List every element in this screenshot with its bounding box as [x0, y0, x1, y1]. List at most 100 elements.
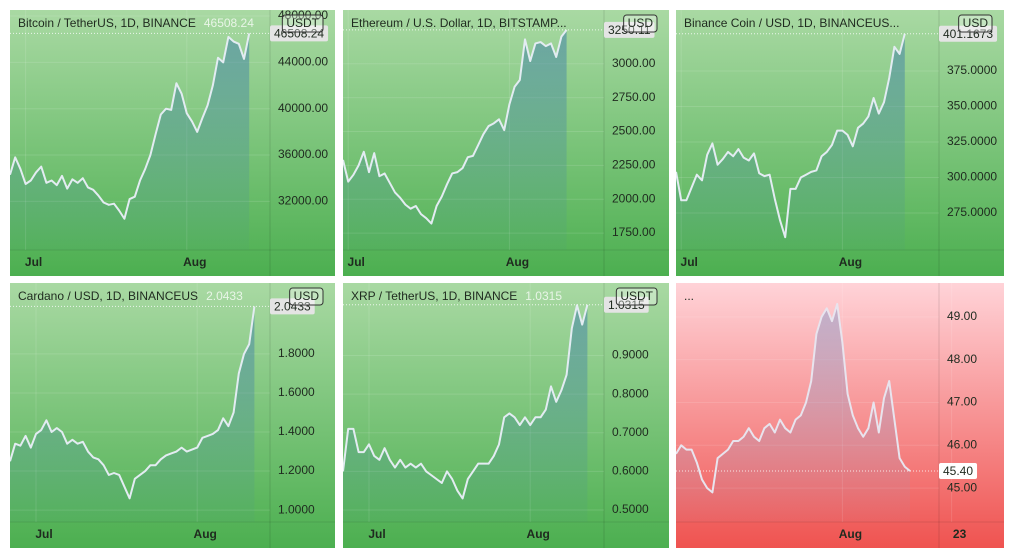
y-tick-label: 1.8000: [278, 346, 315, 360]
price-line: [675, 303, 911, 494]
y-tick-label: 45.00: [947, 480, 977, 494]
price-tag-label: 45.40: [943, 464, 973, 478]
chart: 45.00 46.00 47.00 48.00 49.00 Aug 23 45.40...: [675, 283, 1004, 548]
price-tag-label: 2.0433: [274, 300, 311, 314]
price-tag: 2.0433: [270, 298, 315, 315]
price-tag-label: 46508.24: [274, 27, 324, 41]
chart: 275.0000 300.0000 325.0000 350.0000 375.0000…: [675, 10, 1004, 276]
chart: 1.0000 1.2000 1.4000 1.6000 1.8000 Jul Aug 2.04…: [9, 283, 335, 548]
title-price: 46508.24: [204, 16, 254, 30]
chart-title: Ethereum / U.S. Dollar, 1D, BITSTAMP...: [351, 16, 567, 30]
y-tick-label: 2000.00: [612, 191, 656, 205]
price-tag-box: [604, 21, 655, 38]
currency-badge: USDT: [615, 287, 658, 306]
y-tick-label: 44000.00: [278, 55, 328, 69]
chart-title: ...: [684, 289, 694, 303]
chart-panel: 1.0000 1.2000 1.4000 1.6000 1.8000 Jul Aug 2.04…: [9, 283, 335, 553]
currency-badge-label: USDT: [286, 16, 319, 30]
price-tag-label: 401.1673: [943, 27, 993, 41]
x-tick-label: Aug: [183, 255, 206, 269]
y-tick-label: 325.0000: [947, 134, 997, 148]
chart-title: XRP / TetherUS, 1D, BINANCE: [351, 289, 517, 303]
y-tick-label: 47.00: [947, 395, 977, 409]
y-tick-label: 300.0000: [947, 170, 997, 184]
x-tick-label: 23: [953, 527, 967, 541]
y-tick-label: 0.7000: [612, 425, 649, 439]
price-tag: 45.40: [939, 463, 978, 480]
currency-badge-label: USDT: [620, 289, 653, 303]
price-line: [9, 33, 251, 220]
y-tick-label: 0.5000: [612, 502, 649, 516]
currency-badge-box: [623, 14, 658, 33]
y-tick-label: 46.00: [947, 437, 977, 451]
price-area: [343, 304, 588, 522]
y-tick-label: 2750.00: [612, 90, 656, 104]
price-area: [10, 33, 250, 251]
y-tick-label: 0.9000: [612, 348, 649, 362]
x-tick-label: Jul: [348, 255, 365, 269]
price-line: [9, 306, 256, 500]
chart-panel: 1750.00 2000.00 2250.00 2500.00 2750.00 3000.…: [342, 10, 669, 281]
y-tick-label: 1.4000: [278, 424, 315, 438]
x-tick-label: Jul: [25, 255, 42, 269]
currency-badge-box: [289, 287, 324, 306]
title-price: 1.0315: [525, 289, 562, 303]
currency-badge: USDT: [281, 14, 324, 33]
price-tag-box: [270, 25, 329, 42]
currency-badge: USD: [289, 287, 324, 306]
y-tick-label: 3000.00: [612, 56, 656, 70]
price-area: [676, 33, 905, 250]
price-area: [676, 304, 910, 522]
y-tick-label: 1750.00: [612, 225, 656, 239]
x-tick-label: Aug: [839, 527, 862, 541]
x-tick-label: Jul: [681, 255, 698, 269]
y-tick-label: 2500.00: [612, 124, 656, 138]
y-tick-label: 1.2000: [278, 463, 315, 477]
chart-panel: 32000.0036000.0040000.0044000.0048000.00…: [9, 8, 335, 281]
price-tag: 46508.24: [270, 25, 329, 42]
y-tick-label: 2250.00: [612, 158, 656, 172]
y-tick-label: 32000.00: [278, 194, 328, 208]
y-tick-label: 48.00: [947, 352, 977, 366]
y-tick-label: 1.0000: [278, 502, 315, 516]
x-tick-label: Jul: [35, 527, 52, 541]
price-line: [675, 33, 906, 239]
chart: 32000.0036000.0040000.0044000.0048000.00…: [9, 8, 335, 276]
price-tag-box: [939, 463, 978, 480]
price-area: [343, 29, 567, 251]
x-tick-label: Aug: [527, 527, 550, 541]
currency-badge: USD: [958, 14, 993, 33]
chart-panel: 45.00 46.00 47.00 48.00 49.00 Aug 23 45.40...: [675, 283, 1004, 553]
y-tick-label: 40000.00: [278, 101, 328, 115]
x-tick-label: Aug: [194, 527, 217, 541]
currency-badge-box: [615, 287, 658, 306]
chart-title: Cardano / USD, 1D, BINANCEUS: [18, 289, 198, 303]
y-tick-label: 375.0000: [947, 63, 997, 77]
price-tag-label: 3250.11: [608, 23, 651, 37]
chart-panel: 275.0000 300.0000 325.0000 350.0000 375.0000…: [675, 10, 1004, 281]
chart: 0.5000 0.6000 0.7000 0.8000 0.9000 Jul Aug 1.03…: [342, 283, 669, 548]
currency-badge-label: USD: [628, 16, 654, 30]
price-tag: 3250.11: [604, 21, 655, 38]
y-tick-label: 275.0000: [947, 205, 997, 219]
y-tick-label: 0.8000: [612, 386, 649, 400]
price-line: [342, 304, 589, 500]
x-tick-label: Jul: [368, 527, 385, 541]
price-tag: 401.1673: [939, 25, 998, 42]
price-tag-box: [939, 25, 998, 42]
y-tick-label: 49.00: [947, 309, 977, 323]
y-tick-label: 350.0000: [947, 99, 997, 113]
y-tick-label: 0.6000: [612, 464, 649, 478]
price-area: [10, 306, 255, 522]
x-tick-label: Aug: [839, 255, 862, 269]
chart-title: Bitcoin / TetherUS, 1D, BINANCE: [18, 16, 196, 30]
x-tick-label: Aug: [506, 255, 529, 269]
currency-badge-label: USD: [294, 289, 320, 303]
y-tick-label: 1.6000: [278, 385, 315, 399]
chart-panel: 0.5000 0.6000 0.7000 0.8000 0.9000 Jul Aug 1.03…: [342, 283, 669, 553]
chart: 1750.00 2000.00 2250.00 2500.00 2750.00 3000.…: [342, 10, 669, 276]
currency-badge: USD: [623, 14, 658, 33]
title-price: 2.0433: [206, 289, 243, 303]
chart-title: Binance Coin / USD, 1D, BINANCEUS...: [684, 16, 899, 30]
